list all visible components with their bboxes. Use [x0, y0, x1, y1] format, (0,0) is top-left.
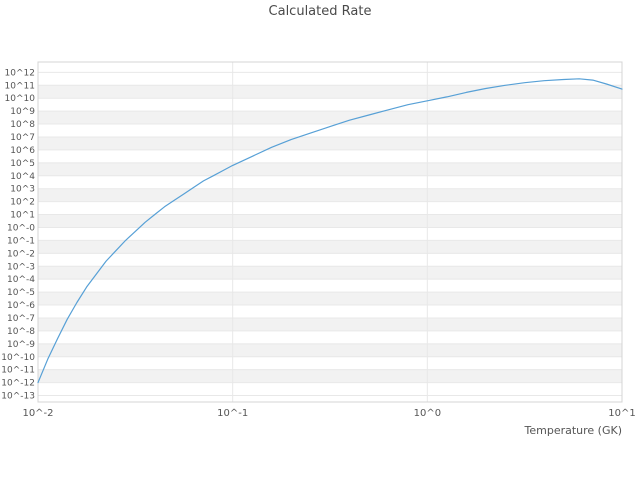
- y-tick-label: 10^-12: [1, 379, 35, 389]
- plot-band: [38, 266, 622, 280]
- x-tick-label: 10^1: [608, 408, 635, 419]
- plot-band: [38, 292, 622, 306]
- y-tick-label: 10^12: [5, 68, 35, 78]
- plot-band: [38, 240, 622, 254]
- y-tick-label: 10^-6: [7, 301, 35, 311]
- y-tick-label: 10^1: [10, 211, 35, 221]
- y-tick-label: 10^-2: [7, 249, 35, 259]
- y-tick-label: 10^11: [5, 81, 35, 91]
- plot-frame: [37, 61, 623, 403]
- y-tick-label: 10^-3: [7, 262, 35, 272]
- y-tick-label: 10^-9: [7, 340, 35, 350]
- x-tick-label: 10^-2: [22, 408, 53, 419]
- y-tick-label: 10^9: [10, 107, 35, 117]
- y-tick-label: 10^2: [10, 198, 35, 208]
- plot-band: [38, 188, 622, 202]
- x-axis-label: Temperature (GK): [524, 424, 623, 437]
- plot-band: [38, 162, 622, 176]
- y-tick-label: 10^-7: [7, 314, 35, 324]
- y-tick-label: 10^-4: [7, 275, 35, 285]
- plot-band: [38, 85, 622, 99]
- plot-band: [38, 111, 622, 125]
- y-tick-label: 10^-11: [1, 366, 35, 376]
- y-tick-label: 10^-5: [7, 288, 35, 298]
- y-tick-label: 10^-13: [1, 392, 35, 402]
- y-tick-label: 10^-8: [7, 327, 35, 337]
- y-tick-label: 10^7: [10, 133, 35, 143]
- x-tick-label: 10^-1: [217, 408, 248, 419]
- plot-band: [38, 214, 622, 228]
- y-tick-label: 10^-10: [1, 353, 35, 363]
- y-tick-label: 10^4: [10, 172, 35, 182]
- plot-band: [38, 343, 622, 357]
- plot-band: [38, 369, 622, 383]
- y-tick-label: 10^-1: [7, 236, 35, 246]
- chart-title: Calculated Rate: [268, 4, 372, 19]
- x-tick-label: 10^0: [414, 408, 441, 419]
- y-tick-label: 10^5: [10, 159, 35, 169]
- plot-band: [38, 136, 622, 150]
- y-tick-label: 10^-0: [7, 223, 35, 233]
- y-tick-label: 10^10: [5, 94, 36, 104]
- plot-band: [38, 317, 622, 331]
- y-tick-label: 10^6: [10, 146, 35, 156]
- y-tick-label: 10^8: [10, 120, 35, 130]
- rate-line: [37, 78, 623, 384]
- y-tick-label: 10^3: [10, 185, 35, 195]
